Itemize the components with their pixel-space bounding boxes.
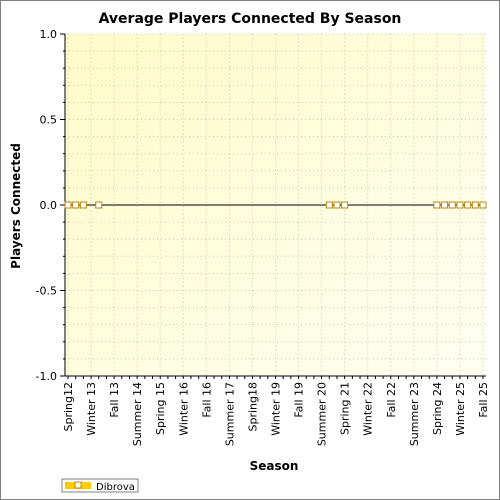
- x-tick-label: Winter 16: [177, 382, 190, 436]
- x-tick-label: Winter 25: [454, 382, 467, 436]
- data-point: [64, 201, 72, 209]
- data-point: [341, 201, 349, 209]
- x-tick-label: Summer 23: [408, 382, 421, 446]
- plot-area: 1.0 0.5 0.0 -0.5 -1.0 Spring12 Winter 13 Fall 1…: [36, 28, 490, 446]
- y-tick-label: 0.0: [40, 199, 58, 212]
- chart-title: Average Players Connected By Season: [99, 11, 402, 27]
- x-tick-label: Fall 19: [293, 382, 306, 418]
- legend: Dibrova: [61, 478, 139, 493]
- data-point: [441, 201, 449, 209]
- data-point: [72, 201, 80, 209]
- data-point: [448, 201, 456, 209]
- x-tick-label: Spring18: [246, 382, 259, 432]
- data-point: [479, 201, 487, 209]
- data-point: [79, 201, 87, 209]
- x-tick-label: Spring12: [62, 382, 75, 432]
- data-point: [464, 201, 472, 209]
- x-tick-label: Winter 19: [270, 382, 283, 436]
- x-tick-label: Spring 15: [154, 382, 167, 435]
- legend-marker: [74, 481, 82, 489]
- data-point: [95, 201, 103, 209]
- x-tick-label: Summer 17: [223, 382, 236, 446]
- legend-label-dibrova: Dibrova: [96, 482, 135, 493]
- x-tick-label: Fall 13: [108, 382, 121, 418]
- y-tick-label: 0.5: [40, 114, 58, 127]
- y-tick-label: 1.0: [40, 28, 58, 41]
- data-point: [471, 201, 479, 209]
- x-tick-label: Winter 22: [362, 382, 375, 436]
- data-point: [456, 201, 464, 209]
- data-point: [433, 201, 441, 209]
- y-tick-label: -1.0: [36, 370, 57, 383]
- x-tick-label: Fall 22: [385, 382, 398, 418]
- data-point: [325, 201, 333, 209]
- x-tick-label: Fall 16: [200, 382, 213, 418]
- x-tick-label: Spring 24: [431, 382, 444, 435]
- x-tick-label: Summer 14: [131, 382, 144, 446]
- x-tick-label: Summer 20: [316, 382, 329, 446]
- y-axis-title: Players Connected: [9, 143, 23, 269]
- x-tick-label: Fall 25: [477, 382, 490, 418]
- data-point: [333, 201, 341, 209]
- x-tick-label: Spring 21: [339, 382, 352, 435]
- x-axis-title: Season: [250, 459, 299, 473]
- x-tick-label: Winter 13: [85, 382, 98, 436]
- y-tick-label: -0.5: [36, 285, 57, 298]
